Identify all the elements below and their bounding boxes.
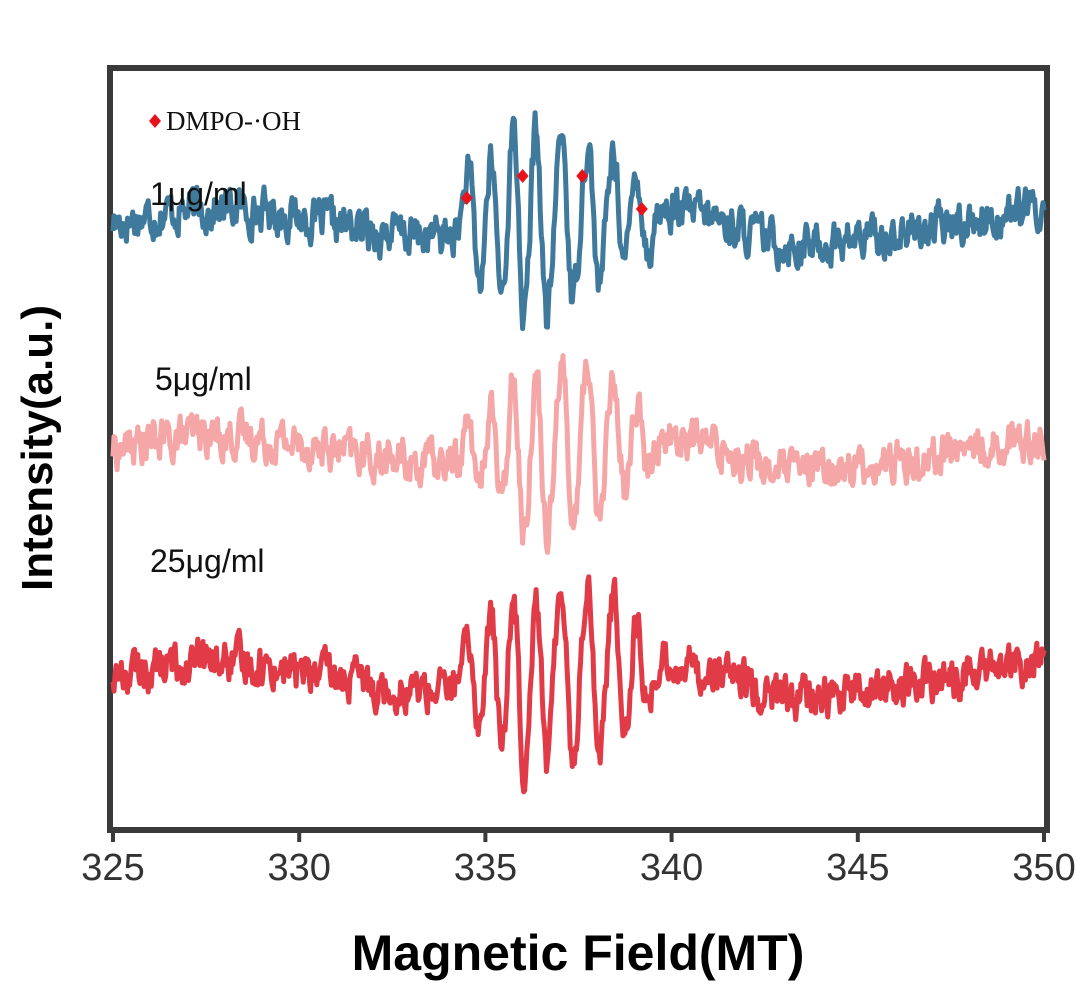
series-line-2 xyxy=(110,574,1047,795)
x-tick-label: 345 xyxy=(826,847,889,889)
x-tick-label: 330 xyxy=(267,847,330,889)
legend-label: DMPO-·OH xyxy=(166,106,301,136)
legend: DMPO-·OH xyxy=(149,106,301,136)
x-tick-label: 350 xyxy=(1012,847,1075,889)
y-axis-title: Intensity(a.u.) xyxy=(13,305,62,591)
x-tick-label: 325 xyxy=(81,847,144,889)
peak-markers xyxy=(460,169,648,216)
x-axis-title: Magnetic Field(MT) xyxy=(352,925,805,981)
series-label-1: 5μg/ml xyxy=(155,361,252,397)
series-line-1 xyxy=(110,353,1047,555)
peak-diamond-marker xyxy=(516,169,529,183)
x-axis-ticks: 325 330 335 340 345 350 xyxy=(81,830,1076,889)
series-line-0 xyxy=(110,110,1047,332)
peak-diamond-marker xyxy=(635,202,648,216)
x-tick-label: 340 xyxy=(640,847,703,889)
plot-frame xyxy=(107,65,1050,833)
peak-diamond-marker xyxy=(460,191,473,205)
legend-diamond-marker xyxy=(149,114,161,128)
series-label-2: 25μg/ml xyxy=(150,543,264,579)
x-tick-label: 335 xyxy=(454,847,517,889)
series-label-0: 1μg/ml xyxy=(150,176,247,212)
peak-diamond-marker xyxy=(576,169,589,183)
series-layer: 1μg/ml 5μg/ml 25μg/ml xyxy=(110,110,1047,795)
